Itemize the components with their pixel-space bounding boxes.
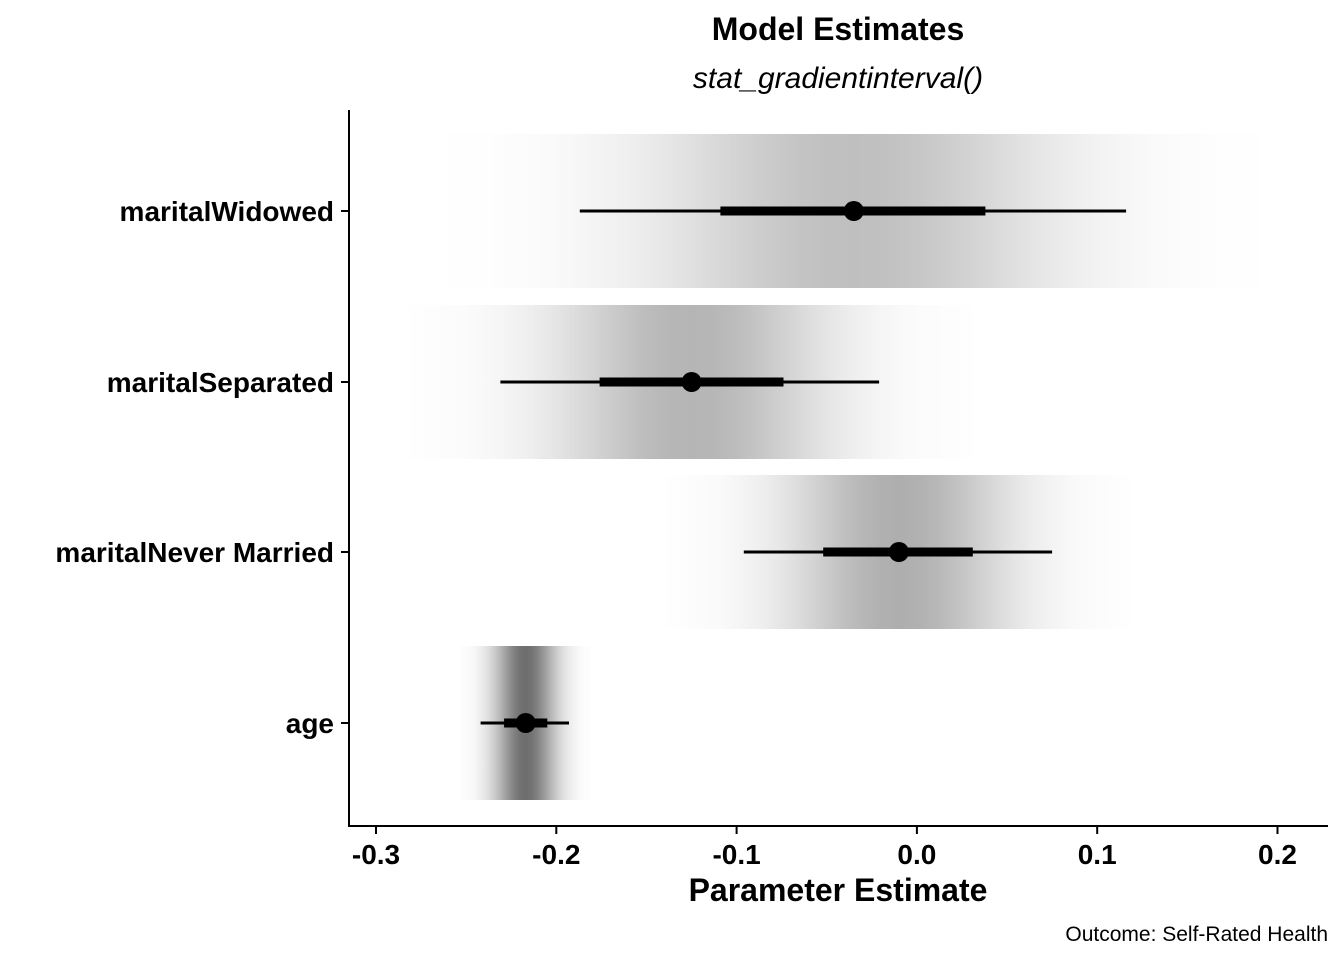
x-tick-label-minus-0p3: -0.3 — [352, 839, 400, 870]
chart-subtitle: stat_gradientinterval() — [693, 62, 983, 95]
interval-marks — [480, 201, 1127, 733]
y-tick-label-age: age — [286, 708, 334, 739]
y-tick-label-maritalwidowed: maritalWidowed — [120, 196, 334, 227]
point-maritalseparated — [681, 372, 702, 392]
point-age — [515, 713, 536, 733]
x-tick-label-0p2: 0.2 — [1258, 839, 1297, 870]
y-tick-label-maritalnever-married: maritalNever Married — [55, 537, 334, 568]
point-maritalwidowed — [843, 201, 864, 221]
gradient-bands — [410, 134, 1260, 800]
y-tick-label-maritalseparated: maritalSeparated — [107, 367, 334, 398]
chart-caption: Outcome: Self-Rated Health — [1065, 923, 1328, 946]
x-tick-label-minus-0p1: -0.1 — [712, 839, 760, 870]
point-maritalnever-married — [888, 542, 909, 562]
x-axis-label: Parameter Estimate — [689, 872, 988, 908]
chart-title: Model Estimates — [712, 11, 965, 47]
x-axis: -0.3 -0.2 -0.1 0.0 0.1 0.2 — [352, 826, 1297, 870]
y-axis: maritalWidowed maritalSeparated maritalNev… — [55, 196, 349, 739]
x-tick-label-0p1: 0.1 — [1078, 839, 1117, 870]
x-tick-label-0p0: 0.0 — [897, 839, 936, 870]
x-tick-label-minus-0p2: -0.2 — [532, 839, 580, 870]
